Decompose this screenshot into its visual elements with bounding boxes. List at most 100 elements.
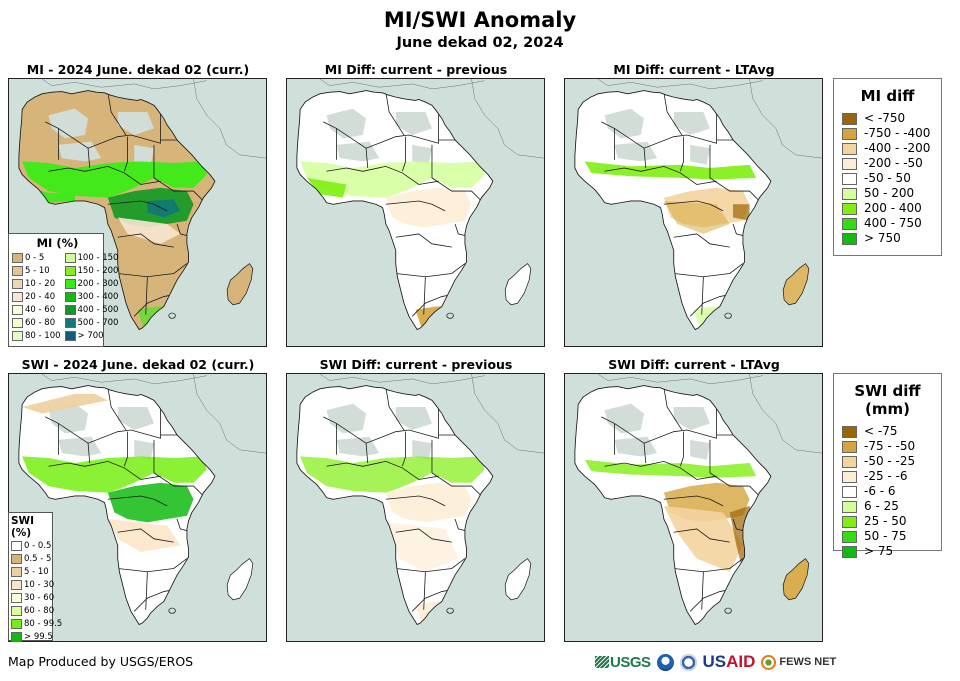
legend-label: 80 - 99.5 — [24, 619, 63, 629]
legend-label: 60 - 80 — [25, 318, 56, 328]
legend-swatch — [11, 631, 22, 642]
legend-item: > 75 — [842, 544, 941, 559]
legend-title: SWI (%) — [11, 515, 35, 539]
legend-label: -50 - 50 — [864, 171, 911, 185]
legend-item: 40 - 60 — [12, 304, 61, 317]
map-panel-swi-diff-previous — [286, 373, 545, 642]
country-border — [423, 571, 426, 610]
africa-coastline — [296, 385, 494, 626]
fews-net-logo: FEWS NET — [761, 654, 837, 670]
legend-swatch — [64, 304, 76, 315]
map-title: MI/SWI Anomaly — [383, 8, 577, 32]
legend-item: -50 - -25 — [842, 454, 941, 469]
usaid-logo-text-b: AID — [726, 652, 756, 671]
country-border — [153, 144, 194, 192]
legend-label: > 99.5 — [24, 632, 53, 642]
country-border — [643, 148, 647, 169]
legend-label: > 700 — [77, 331, 104, 341]
legend-item: 500 - 700 — [64, 317, 118, 330]
country-border — [107, 387, 127, 431]
legend-label: > 75 — [864, 544, 894, 558]
country-border — [395, 528, 452, 543]
legend-swatch — [842, 202, 857, 215]
legend-label: 25 - 50 — [864, 514, 907, 528]
country-border — [701, 571, 704, 610]
legend-label: -50 - -25 — [864, 454, 916, 468]
lesotho-border — [168, 312, 176, 319]
coastline-middle-east — [749, 374, 822, 454]
country-border — [117, 263, 188, 278]
coastline-middle-east — [471, 374, 544, 454]
fews-globe-icon — [761, 654, 777, 670]
legend-swatch — [842, 142, 857, 155]
lesotho-border — [446, 607, 454, 614]
country-border — [663, 495, 724, 507]
legend-item: 400 - 500 — [64, 304, 118, 317]
legend-swatch — [64, 252, 76, 263]
legend-item: -400 - -200 — [842, 141, 941, 156]
map-panel-mi-diff-ltavg — [564, 78, 823, 347]
legend-swatch — [11, 605, 22, 616]
usaid-logo-text-a: US — [702, 652, 727, 671]
anomaly-region — [22, 393, 108, 414]
legend-item: 80 - 99.5 — [11, 618, 62, 631]
legend-swatch — [12, 291, 23, 302]
legend-label: 5 - 10 — [24, 567, 49, 577]
country-border — [145, 571, 148, 610]
africa-map — [565, 79, 822, 346]
legend-label: -750 - -400 — [864, 126, 931, 140]
madagascar-land — [505, 558, 531, 600]
anomaly-region — [300, 456, 485, 493]
legend-label: 0 - 5 — [25, 253, 45, 263]
coastline-middle-east — [471, 79, 544, 159]
legend-label: 200 - 300 — [77, 279, 119, 289]
country-border — [673, 528, 730, 543]
fews-net-logo-text: FEWS NET — [779, 656, 837, 668]
country-border — [48, 165, 161, 185]
panel-title-swi-current: SWI - 2024 June. dekad 02 (curr.) — [21, 357, 255, 372]
country-border — [604, 460, 717, 480]
anomaly-region — [336, 436, 380, 457]
country-border — [423, 276, 426, 315]
legend-item: > 700 — [64, 330, 119, 343]
country-border — [395, 263, 466, 278]
anomaly-region — [58, 141, 102, 162]
legend-item: 0 - 5 — [12, 252, 61, 265]
legend-label: 50 - 75 — [864, 529, 907, 543]
legend-swatch — [12, 265, 23, 276]
map-subtitle: June dekad 02, 2024 — [396, 35, 564, 51]
legend-swatch — [842, 157, 857, 170]
africa-coastline — [18, 90, 216, 331]
madagascar-land — [227, 558, 253, 600]
anomaly-region — [134, 144, 154, 165]
country-border — [123, 431, 129, 467]
legend-swatch — [842, 485, 857, 498]
legend-item: 0.5 - 5 — [11, 553, 52, 566]
legend-swatch — [12, 278, 23, 289]
usgs-logo-text: USGS — [610, 653, 651, 671]
country-border — [385, 495, 446, 507]
coastline-middle-east — [193, 374, 266, 454]
legend-mi-percent: MI (%) 0 - 5 5 - 10 10 - 20 20 - 40 40 - 60 6… — [8, 233, 118, 347]
legend-item: 30 - 60 — [11, 592, 54, 605]
legend-label: 20 - 40 — [25, 292, 56, 302]
legend-swatch — [842, 440, 857, 453]
legend-swatch — [842, 187, 857, 200]
legend-title: MI (%) — [36, 236, 79, 250]
country-border — [663, 387, 683, 431]
anomaly-region — [395, 111, 432, 136]
madagascar-coastline — [782, 558, 810, 601]
usaid-logo: USAID — [703, 652, 756, 672]
legend-item: 100 - 150 — [64, 252, 119, 265]
legend-label: 0.5 - 5 — [24, 554, 52, 564]
country-border — [431, 439, 472, 487]
anomaly-region — [336, 141, 380, 162]
legend-title: MI diff — [860, 87, 915, 105]
legend-label: 0 - 0.5 — [24, 541, 52, 551]
country-border — [107, 495, 168, 507]
anomaly-region — [117, 111, 154, 136]
legend-label: 100 - 150 — [77, 253, 119, 263]
anomaly-region — [412, 144, 432, 165]
legend-label: 60 - 80 — [24, 606, 55, 616]
legend-swatch — [64, 278, 76, 289]
